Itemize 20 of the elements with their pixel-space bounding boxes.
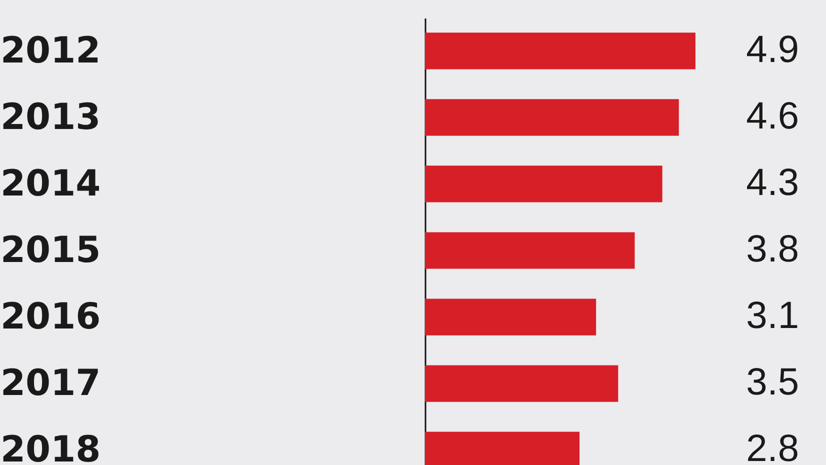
y-tick-label: 2015 [0,230,101,271]
y-tick-label: 2018 [0,430,101,465]
y-tick-label: 2012 [0,30,101,72]
y-tick-label: 2017 [0,363,101,404]
bar [425,298,596,336]
data-label: 3.5 [746,362,799,404]
y-tick-label: 2016 [0,296,101,338]
bar [425,99,679,136]
bar [425,166,662,202]
data-label: 4.3 [746,162,799,204]
y-tick-label: 2013 [0,96,101,138]
y-tick-label: 2014 [0,163,101,204]
data-label: 4.9 [746,28,799,71]
data-label: 3.8 [746,228,799,270]
data-label: 2.8 [746,428,799,465]
bar [425,232,635,269]
bar [425,32,696,70]
bar [425,365,618,402]
data-label: 4.6 [746,95,799,138]
data-label: 3.1 [746,295,799,338]
